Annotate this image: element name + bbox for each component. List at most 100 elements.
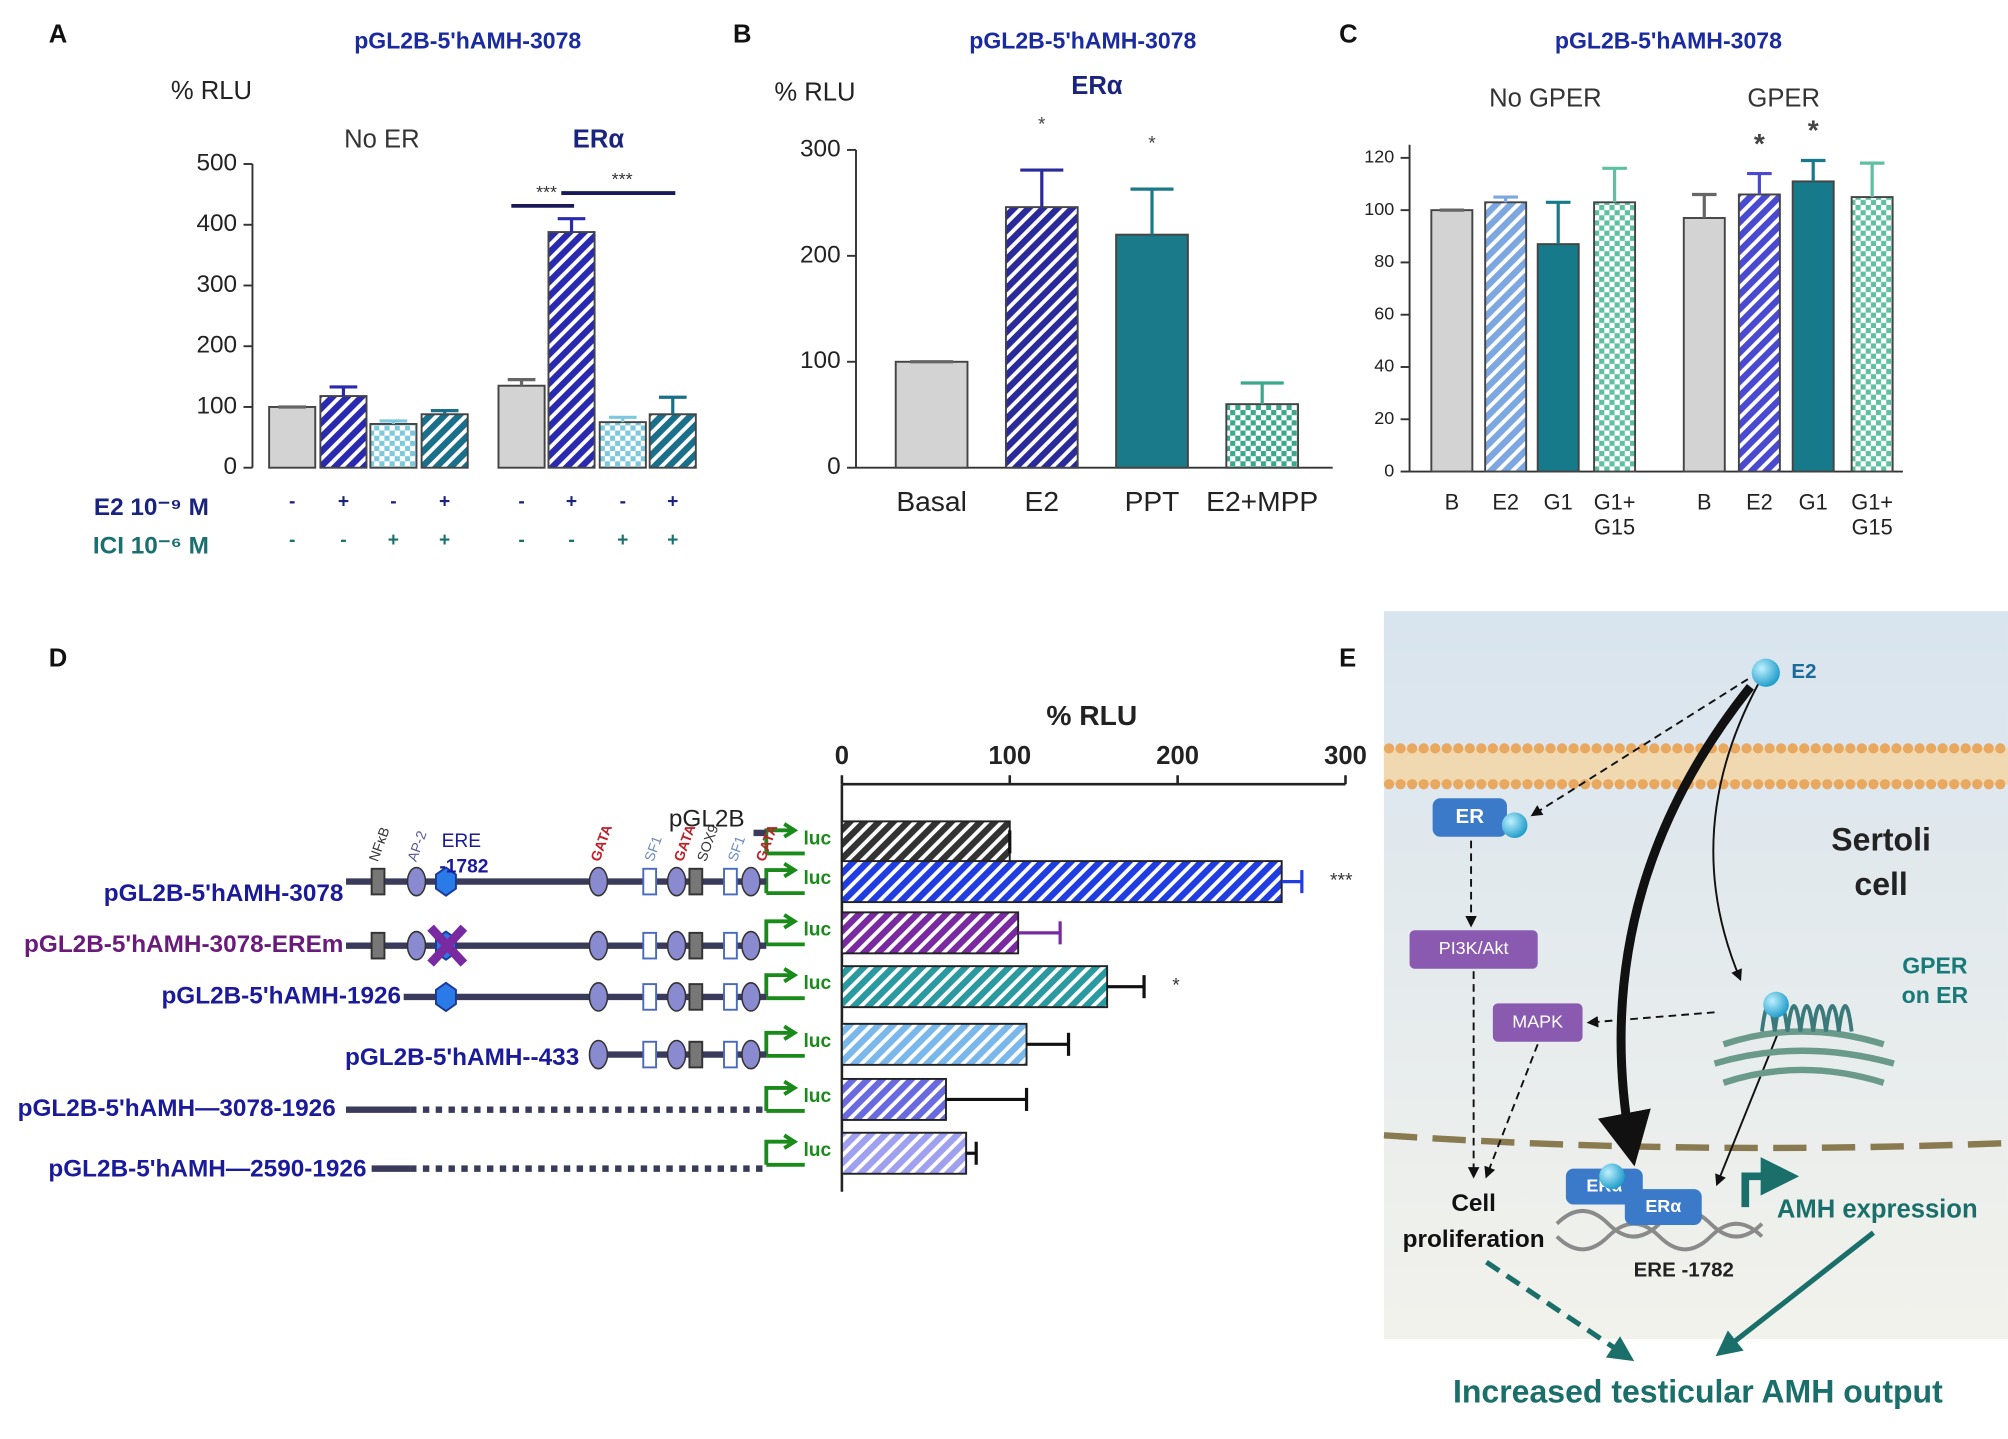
bar [547, 231, 596, 469]
lipid-head [1822, 779, 1833, 790]
label-line: G1+ [1594, 489, 1636, 514]
label: Sertoli [1831, 821, 1931, 857]
lipid-head [1637, 779, 1648, 790]
y-tick-label: 20 [1374, 408, 1394, 428]
error-bar [1493, 195, 1518, 203]
panel-letter: C [1339, 21, 1358, 49]
element-ellipse [666, 866, 687, 897]
bar [840, 965, 1109, 1009]
condition-sign: + [667, 530, 678, 551]
group-label: No ER [344, 126, 419, 154]
y-tick-label: 100 [196, 392, 237, 419]
x-tick-label: G1 [1544, 489, 1573, 514]
lipid-head [1556, 743, 1568, 754]
construct-label: pGL2B-5'hAMH-3078 [104, 880, 344, 907]
bar [1484, 201, 1528, 473]
element-box [642, 1040, 658, 1069]
bar [1791, 180, 1835, 473]
element-label: SF1 [641, 833, 665, 863]
lipid-head [1729, 779, 1741, 790]
element-label: GATA [587, 822, 615, 863]
label: Cell [1451, 1190, 1496, 1217]
label: PI3K/Akt [1439, 938, 1509, 958]
lipid-head [1464, 779, 1475, 790]
element-label: ERE [442, 831, 482, 852]
lipid-head [1545, 779, 1556, 790]
error-bar [1240, 381, 1284, 405]
significance: * [1038, 114, 1046, 135]
x-tick-label: E2 [1492, 489, 1519, 514]
condition-sign: + [439, 530, 450, 551]
lipid-head [1545, 743, 1556, 754]
label: MAPK [1512, 1011, 1563, 1031]
lipid-head [1879, 779, 1891, 790]
lipid-head [1603, 743, 1614, 754]
significance: * [1754, 127, 1765, 159]
ligand [1763, 991, 1789, 1018]
element-box [688, 1040, 704, 1069]
construct-label: pGL2B-5'hAMH—2590-1926 [48, 1155, 366, 1182]
error-bar [430, 409, 459, 415]
y-axis-label: % RLU [774, 78, 855, 106]
lipid-head [1510, 743, 1522, 754]
y-tick-label: 100 [1364, 199, 1394, 219]
label: ERα [1645, 1196, 1681, 1216]
mutation-cross [427, 924, 468, 967]
lipid-head [1925, 779, 1937, 790]
lipid-head [1856, 779, 1868, 790]
lipid-head [1729, 743, 1741, 754]
label-line: G15 [1594, 514, 1635, 539]
er-box [1432, 798, 1507, 837]
membrane-heads [1383, 743, 2006, 790]
luc-arrow [764, 1133, 799, 1165]
significance: *** [612, 169, 633, 189]
bar [1737, 193, 1781, 473]
lipid-head [1764, 779, 1775, 790]
condition-sign: - [620, 491, 626, 512]
lipid-head [1868, 779, 1879, 790]
lipid-head [1995, 743, 2006, 754]
lipid-head [1383, 779, 1395, 790]
error-bar [608, 415, 637, 423]
bar [319, 395, 368, 469]
condition-sign: - [568, 530, 574, 551]
arrow [1586, 1011, 1715, 1028]
element-label: SF1 [724, 833, 748, 863]
ere-element [435, 866, 457, 897]
ligand [1599, 1163, 1625, 1190]
bar [598, 421, 647, 469]
x-tick-label: 200 [1156, 742, 1199, 770]
lipid-head [1418, 779, 1429, 790]
lipid-head [1799, 779, 1810, 790]
luc-reporter: luc [764, 862, 832, 896]
lipid-head [1649, 743, 1660, 754]
significance: *** [536, 182, 557, 202]
lipid-head [1937, 779, 1948, 790]
luc-label: luc [803, 919, 831, 940]
lipid-head [1522, 743, 1533, 754]
lipid-head [1614, 743, 1625, 754]
lipid-head [1776, 743, 1787, 754]
condition-sign: - [518, 491, 524, 512]
condition-sign: - [289, 530, 295, 551]
lipid-head [1406, 779, 1418, 790]
significance: * [1808, 114, 1819, 146]
condition-sign: - [289, 491, 295, 512]
error-bar [1859, 161, 1885, 198]
lipid-head [1418, 743, 1429, 754]
error-bar [507, 378, 536, 386]
lipid-head [1741, 743, 1752, 754]
lipid-head [1833, 779, 1844, 790]
arrow [1715, 1230, 1876, 1357]
condition-sign: + [566, 491, 577, 512]
construct-label: pGL2B-5'hAMH-3078-EREm [24, 931, 343, 958]
y-tick-label: 60 [1374, 303, 1394, 323]
element-box [723, 867, 738, 896]
panel-letter: B [733, 21, 751, 49]
x-axis-label: % RLU [1046, 699, 1137, 731]
condition-sign: + [617, 530, 628, 551]
luc-arrow [764, 862, 799, 894]
y-tick-label: 100 [800, 347, 841, 374]
bar [840, 860, 1283, 904]
lipid-head [1395, 779, 1406, 790]
